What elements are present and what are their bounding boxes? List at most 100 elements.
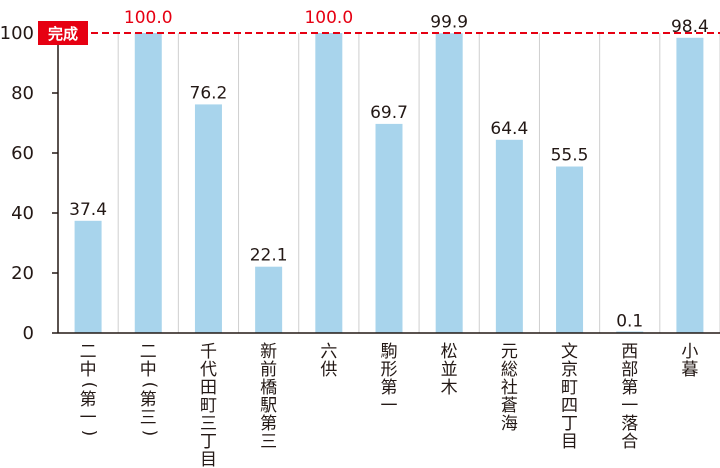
bar: [134, 33, 162, 333]
category-char: 木: [441, 378, 458, 398]
category-char: 第: [621, 378, 638, 398]
category-char: 千: [200, 342, 217, 362]
category-char: 六: [320, 342, 337, 362]
category-char: 三: [200, 414, 217, 434]
category-char: 西: [621, 342, 638, 362]
category-char: 四: [561, 396, 578, 416]
category-char: 目: [561, 432, 578, 452]
category-char: 前: [260, 360, 277, 380]
completion-line-group: 完成: [38, 21, 720, 45]
value-label: 98.4: [671, 17, 709, 37]
category-char: 二: [140, 342, 157, 362]
category-label: 六供: [320, 342, 337, 380]
category-char: 供: [320, 360, 337, 380]
value-label: 22.1: [250, 246, 288, 266]
y-tick-label: 80: [11, 83, 34, 104]
completion-badge-label: 完成: [48, 25, 78, 43]
category-char: 一: [80, 408, 97, 428]
category-char: 丁: [200, 432, 217, 452]
category-label: 二中 (第三): [139, 342, 159, 436]
category-char: 社: [501, 378, 518, 398]
category-char: 松: [441, 342, 458, 362]
category-char: 総: [501, 360, 518, 380]
category-char: 目: [200, 450, 217, 468]
category-char: 代: [200, 360, 217, 380]
category-char: (: [79, 382, 99, 389]
value-label: 69.7: [370, 103, 408, 123]
y-tick-label: 20: [11, 263, 34, 284]
category-char: ): [79, 430, 99, 437]
category-char: 海: [501, 414, 518, 434]
bar: [495, 139, 523, 333]
category-char: 駅: [260, 396, 277, 416]
category-char: 町: [561, 378, 578, 398]
category-char: 元: [501, 342, 518, 362]
category-char: 部: [621, 360, 638, 380]
category-char: 中: [80, 360, 97, 380]
bar: [676, 37, 704, 334]
completion-badge: [38, 21, 88, 45]
category-char: 中: [140, 360, 157, 380]
value-label: 0.1: [616, 312, 643, 332]
category-char: 橋: [260, 378, 277, 398]
bar: [556, 166, 584, 333]
category-char: 暮: [681, 360, 698, 380]
value-label: 99.9: [430, 12, 468, 32]
category-label: 二中 (第一): [79, 342, 99, 436]
category-char: 第: [260, 414, 277, 434]
category-char: ): [139, 430, 159, 437]
category-char: 合: [621, 432, 638, 452]
bars: [74, 33, 704, 334]
category-char: 形: [381, 360, 398, 380]
category-char: 町: [200, 396, 217, 416]
value-label: 64.4: [490, 119, 528, 139]
category-char: 田: [200, 378, 217, 398]
category-char: 二: [80, 342, 97, 362]
category-char: 第: [80, 390, 97, 410]
bar: [194, 104, 222, 334]
y-tick-label: 100: [0, 23, 34, 44]
y-tick-label: 0: [23, 323, 34, 344]
value-labels: 37.4 100.0 76.2 22.1 100.0 69.7 99.9 64.4 55.5 0.…: [69, 8, 709, 332]
category-labels: 二中(第一)二中(第三)千代田町三丁目新前橋駅第三六供駒形第一松並木元総社蒼海文…: [79, 342, 698, 468]
value-label: 100.0: [124, 8, 173, 28]
y-axis: 0 20 40 60 80 100: [0, 23, 720, 344]
category-char: 駒: [381, 342, 398, 362]
value-label: 37.4: [69, 200, 107, 220]
category-char: 小: [681, 342, 698, 362]
value-label: 100.0: [304, 8, 353, 28]
bar: [255, 266, 283, 333]
category-char: 一: [381, 396, 398, 416]
value-label: 76.2: [190, 83, 228, 103]
category-char: 並: [441, 360, 458, 380]
category-char: 新: [260, 342, 277, 362]
bar: [315, 33, 343, 333]
y-tick-label: 60: [11, 143, 34, 164]
grid-lines: [117, 33, 720, 333]
bar: [435, 33, 463, 334]
y-tick-label: 40: [11, 203, 34, 224]
category-char: 蒼: [501, 396, 518, 416]
category-char: 落: [621, 414, 638, 434]
category-char: 三: [140, 408, 157, 428]
bar: [74, 220, 102, 333]
category-char: 第: [381, 378, 398, 398]
category-char: 第: [140, 390, 157, 410]
category-label: 小暮: [681, 342, 698, 380]
category-label: 松並木: [441, 342, 458, 398]
category-char: 丁: [561, 414, 578, 434]
category-char: 一: [621, 396, 638, 416]
category-char: 三: [260, 432, 277, 452]
bar: [375, 123, 403, 334]
category-char: 文: [561, 342, 578, 362]
category-char: (: [139, 382, 159, 389]
category-char: 京: [561, 360, 578, 380]
value-label: 55.5: [551, 146, 589, 166]
